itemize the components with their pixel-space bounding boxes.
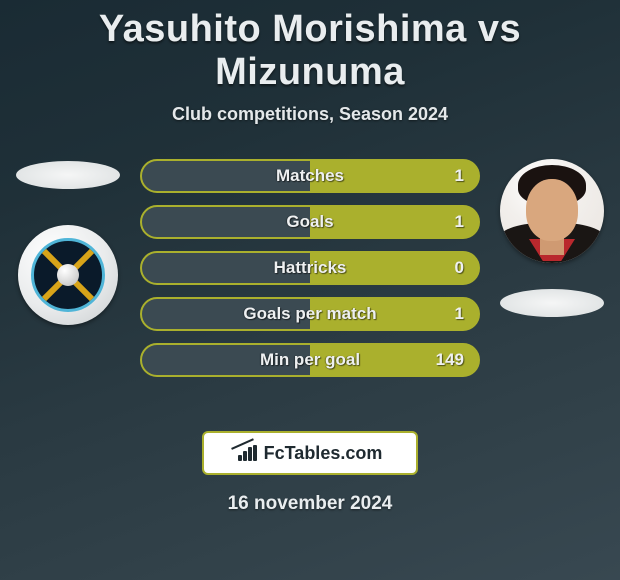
stat-label: Matches [276,166,344,186]
stat-label: Min per goal [260,350,360,370]
right-club-badge-placeholder [500,289,604,317]
stat-row-goals: Goals 1 [140,205,480,239]
stat-label: Hattricks [274,258,347,278]
stat-row-min-per-goal: Min per goal 149 [140,343,480,377]
stat-bars: Matches 1 Goals 1 Hattricks 0 Goals per … [140,159,480,389]
brand-box[interactable]: FcTables.com [202,431,418,475]
left-club-badge [18,225,118,325]
page-title: Yasuhito Morishima vs Mizunuma [0,0,620,94]
stat-label: Goals [286,212,333,232]
stat-value-right: 149 [436,350,464,370]
bar-chart-icon [238,445,258,461]
subtitle: Club competitions, Season 2024 [0,104,620,125]
club-badge-inner [31,238,105,312]
stat-label: Goals per match [243,304,376,324]
stat-row-goals-per-match: Goals per match 1 [140,297,480,331]
stat-row-hattricks: Hattricks 0 [140,251,480,285]
brand-label: FcTables.com [264,443,383,464]
stat-value-right: 0 [455,258,464,278]
right-player-photo [500,159,604,263]
date-label: 16 november 2024 [0,493,620,515]
left-player-photo-placeholder [16,161,120,189]
stat-value-right: 1 [455,304,464,324]
left-player-column [8,159,128,325]
right-player-column [492,159,612,317]
stat-value-right: 1 [455,166,464,186]
stat-row-matches: Matches 1 [140,159,480,193]
stat-value-right: 1 [455,212,464,232]
stats-area: Matches 1 Goals 1 Hattricks 0 Goals per … [0,159,620,409]
